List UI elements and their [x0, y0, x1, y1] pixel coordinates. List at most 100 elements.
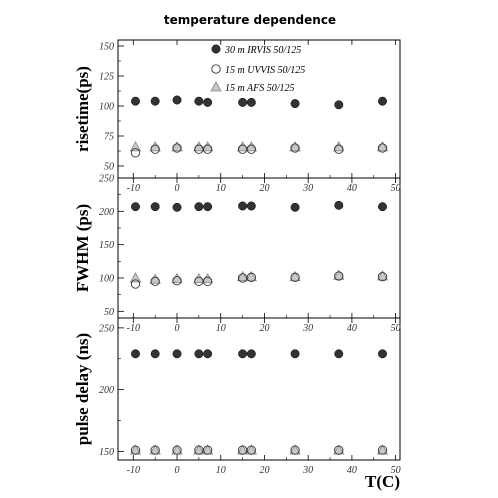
y-tick-label: 50 [104, 307, 114, 318]
open-circle-point [130, 148, 141, 158]
open-circle-point [334, 445, 344, 455]
open-circle-point [377, 143, 388, 153]
x-axis-label: T(C) [365, 472, 400, 491]
filled-circle-point [172, 95, 182, 105]
triangle-point [193, 272, 205, 284]
triangle-point [149, 140, 161, 152]
x-tick-label: 20 [259, 323, 269, 334]
x-tick-label: 0 [175, 323, 180, 334]
filled-circle-point [203, 97, 213, 107]
y-tick-label: 150 [99, 42, 114, 53]
y-tick-label: 75 [104, 132, 114, 143]
x-tick-label: 10 [216, 465, 226, 476]
x-tick-label: 20 [259, 465, 269, 476]
x-tick-label: 40 [347, 323, 357, 334]
triangle-point [333, 140, 345, 152]
filled-circle-point [150, 349, 160, 359]
x-tick-label: 10 [216, 323, 226, 334]
open-circle-point [130, 445, 141, 455]
triangle-point [289, 270, 301, 282]
y-tick-label: 200 [99, 207, 114, 218]
filled-circle-point [238, 201, 248, 211]
filled-circle-point [246, 349, 256, 359]
x-tick-label: 0 [175, 183, 180, 194]
legend-label: 30 m IRVIS 50/125 [224, 45, 301, 56]
y-tick-label: 100 [99, 274, 114, 285]
x-tick-label: -10 [127, 323, 140, 334]
y-tick-label: 200 [99, 385, 114, 396]
filled-circle-point [238, 349, 248, 359]
filled-circle-point [150, 96, 160, 106]
open-circle-point [334, 271, 344, 281]
triangle-point [245, 270, 258, 282]
filled-circle-point [194, 349, 204, 359]
filled-circle-point [203, 202, 213, 212]
open-circle-point [246, 144, 256, 154]
triangle-point [376, 270, 389, 281]
open-circle-point [290, 445, 300, 455]
triangle-point [236, 270, 249, 282]
plot-frame [117, 317, 401, 461]
y-tick-label: 50 [104, 162, 114, 173]
plot-frame [117, 39, 401, 179]
triangle-point [171, 140, 183, 152]
triangle-point [149, 273, 161, 284]
filled-circle-point [334, 100, 344, 110]
filled-circle-point [131, 96, 140, 106]
triangle-point [201, 272, 214, 284]
y-tick-label: 125 [99, 72, 114, 83]
open-circle-point [246, 272, 256, 282]
filled-circle-point [378, 349, 387, 359]
open-circle-point [202, 144, 213, 154]
filled-circle-point [246, 201, 256, 211]
x-tick-label: 50 [391, 323, 401, 334]
filled-circle-point [150, 202, 160, 212]
triangle-point [201, 140, 214, 152]
filled-circle-point [131, 349, 140, 359]
x-tick-label: -10 [127, 465, 140, 476]
x-tick-label: -10 [127, 183, 140, 194]
x-tick-label: 50 [391, 183, 401, 194]
y-tick-label: 150 [99, 240, 114, 251]
plot-frame [117, 177, 401, 319]
filled-circle-point [334, 349, 344, 359]
open-circle-point [150, 144, 160, 154]
filled-circle-point [290, 99, 300, 109]
triangle-point [171, 272, 183, 284]
x-tick-label: 40 [347, 183, 357, 194]
open-circle-point [290, 272, 300, 282]
triangle-point [236, 140, 249, 152]
filled-circle-point [172, 349, 182, 359]
open-circle-point [334, 144, 344, 154]
filled-circle-point [172, 202, 182, 212]
open-circle-point [202, 445, 213, 455]
filled-circle-point [290, 349, 300, 359]
pulse-delay-panel: 150 200 250 -10 0 10 20 30 40 50 -10 0 10 20 30 40 50 pul… [73, 317, 401, 476]
risetime-panel: 50 75 100 125 150 risetime(ps) [73, 39, 401, 179]
fwhm-ps-axis-label: FWHM (ps) [73, 204, 92, 292]
triangle-point [193, 140, 205, 152]
legend-marker [210, 81, 222, 92]
triangle-point [333, 269, 345, 280]
triangle-point [245, 140, 258, 152]
y-tick-label: 100 [99, 102, 114, 113]
x-tick-label: 50 [391, 465, 401, 476]
filled-circle-point [334, 200, 344, 210]
triangle-point [129, 140, 142, 152]
open-circle-point [246, 445, 256, 455]
open-circle-point [172, 276, 182, 286]
legend-label: 15 m UVVIS 50/125 [225, 65, 305, 76]
open-circle-point [150, 276, 160, 286]
open-circle-point [377, 445, 388, 455]
filled-circle-point [238, 97, 248, 107]
filled-circle-point [203, 349, 213, 359]
y-tick-label: 250 [99, 174, 114, 185]
open-circle-point [290, 143, 300, 153]
pulse-delay-ns-axis-label: pulse delay (ns) [73, 333, 92, 445]
risetime-ps-axis-label: risetime(ps) [73, 66, 92, 152]
x-tick-label: 0 [175, 465, 180, 476]
x-tick-label: 10 [216, 183, 226, 194]
legend-label: 15 m AFS 50/125 [225, 83, 295, 94]
chart-title: temperature dependence [164, 13, 336, 27]
